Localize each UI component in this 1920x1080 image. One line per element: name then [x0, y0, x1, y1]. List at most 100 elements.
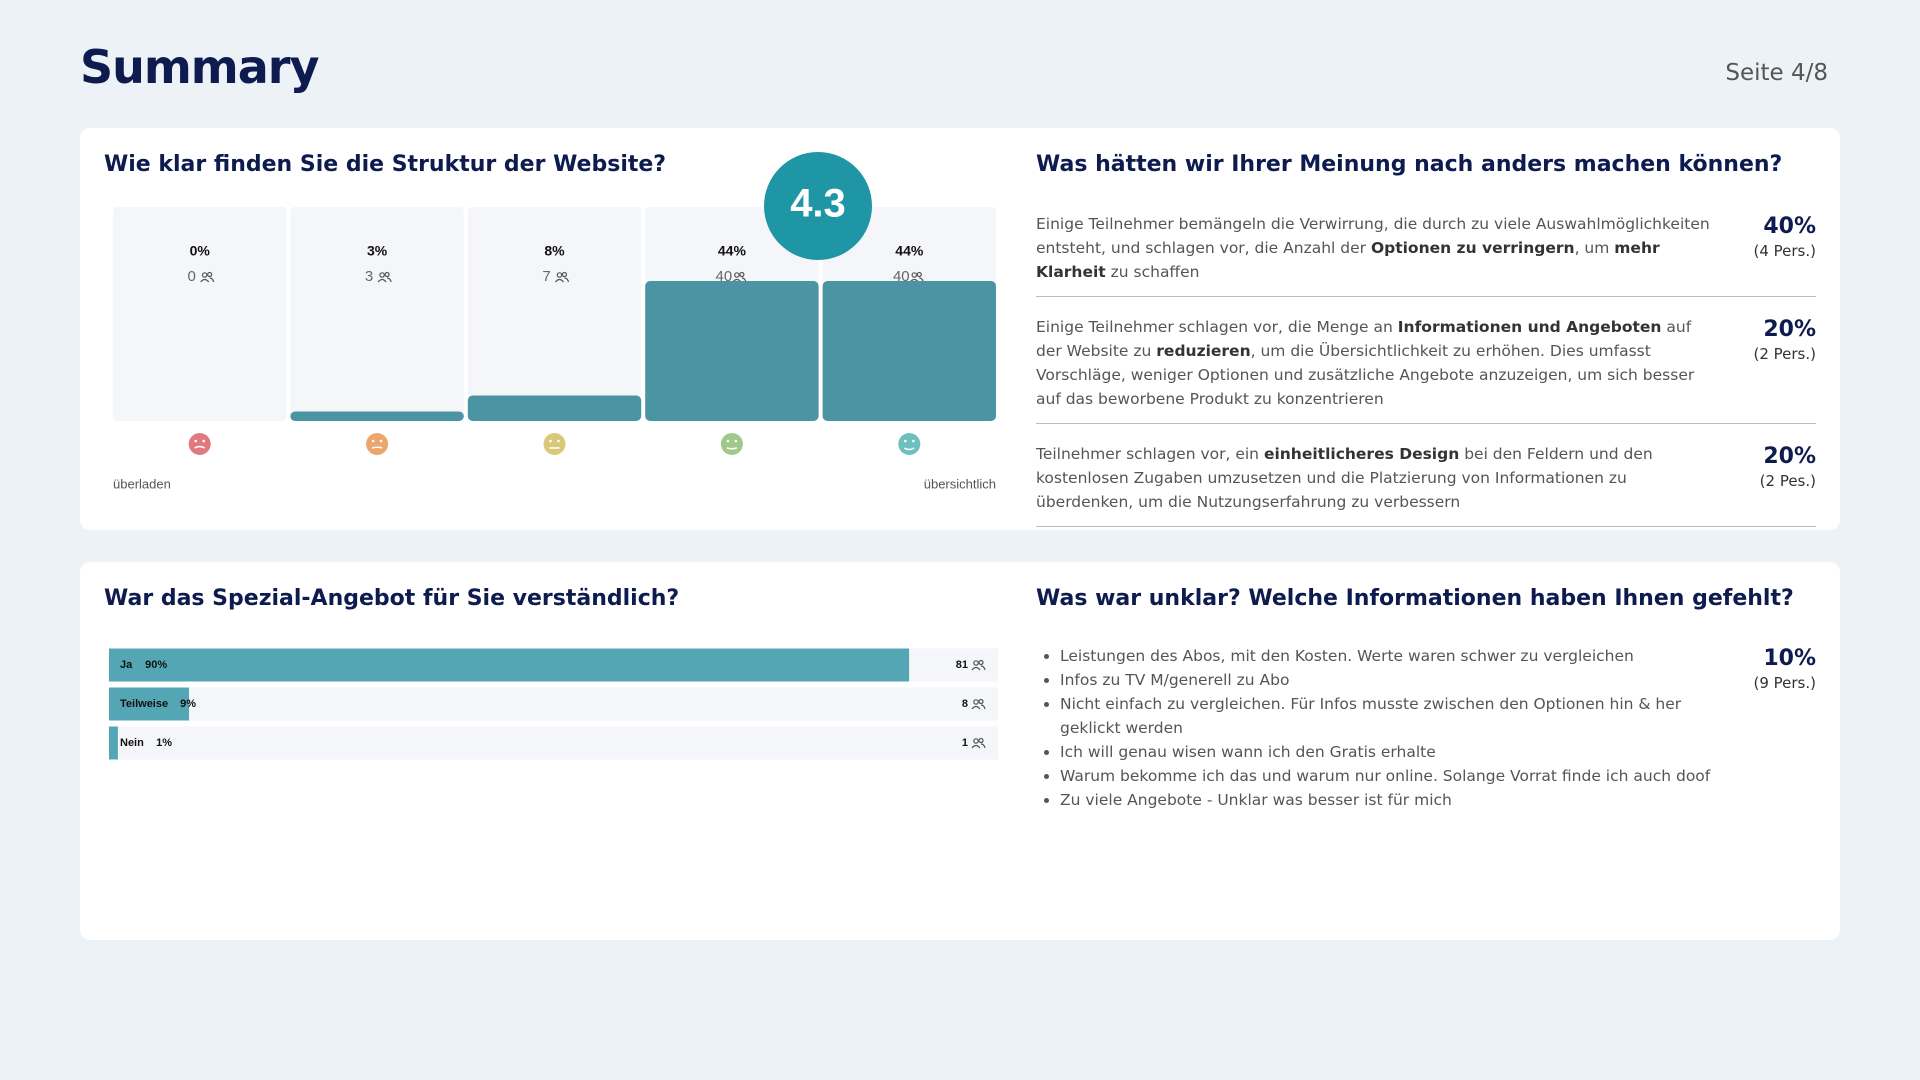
- section-title: Was war unklar? Welche Informationen hab…: [1036, 586, 1794, 611]
- emphasis: reduzieren: [1156, 342, 1251, 360]
- bar: [467, 395, 642, 421]
- emoji-eye: [726, 439, 730, 443]
- emoji-face: [720, 433, 743, 455]
- emphasis: einheitlicheres Design: [1263, 445, 1460, 463]
- share-box: 40% (4 Pers.): [1753, 212, 1816, 284]
- icon-part: [564, 277, 570, 283]
- bar: [109, 726, 118, 760]
- bullet: Infos zu TV M/generell zu Abo: [1060, 668, 1720, 692]
- bullet-list: Leistungen des Abos, mit den Kosten. Wer…: [1036, 644, 1720, 812]
- icon-part: [384, 271, 390, 278]
- emoji-eye: [557, 439, 560, 443]
- emoji-eye: [202, 439, 205, 443]
- icon-part: [377, 278, 387, 283]
- track: [109, 726, 998, 760]
- text: Einige Teilnehmer schlagen vor, die Meng…: [1036, 318, 1398, 336]
- text: Einige Teilnehmer bemängeln die Verwirru…: [1036, 215, 1710, 257]
- bar: [109, 648, 910, 682]
- emphasis: Informationen und Angeboten: [1397, 318, 1662, 336]
- value-label: 9%: [180, 698, 196, 710]
- person-icon: [377, 271, 392, 283]
- icon-part: [971, 705, 981, 710]
- icon-part: [971, 666, 981, 671]
- feedback-text: Einige Teilnehmer schlagen vor, die Meng…: [1036, 315, 1716, 411]
- person-icon: [971, 737, 986, 749]
- count-label: 81: [956, 659, 968, 671]
- missing-info: Leistungen des Abos, mit den Kosten. Wer…: [1036, 644, 1816, 812]
- bullet: Nicht einfach zu vergleichen. Für Infos …: [1060, 692, 1720, 740]
- share: 40%: [1763, 214, 1816, 239]
- emoji-mouth: [726, 447, 738, 450]
- share-box: 10% (9 Pers.): [1753, 644, 1816, 812]
- axis-end-label: übersichtlich: [924, 476, 996, 491]
- emoji-face: [543, 433, 566, 455]
- icon-part: [555, 278, 564, 283]
- value-label: 3%: [367, 243, 388, 259]
- icon-part: [973, 699, 979, 705]
- value-label: 44%: [895, 243, 924, 259]
- count-label: 40: [716, 268, 733, 285]
- person-icon: [200, 271, 215, 283]
- text: , um: [1574, 239, 1615, 257]
- emoji-eye: [371, 439, 375, 443]
- icon-part: [916, 271, 922, 278]
- icon-part: [200, 278, 210, 283]
- person-icon: [971, 659, 986, 671]
- person-icon: [555, 271, 570, 283]
- icon-part: [556, 272, 563, 278]
- column-bg: [113, 207, 287, 421]
- column-bg: [467, 207, 642, 421]
- feedback-text: Einige Teilnehmer bemängeln die Verwirru…: [1036, 212, 1716, 284]
- value-label: 8%: [544, 243, 565, 259]
- share-box: 20% (2 Pers.): [1753, 315, 1816, 411]
- persons: (2 Pes.): [1759, 472, 1816, 490]
- text: bei den Feldern und den kostenlosen Zuga…: [1036, 445, 1653, 511]
- score-badge: [764, 152, 872, 260]
- icon-part: [379, 272, 385, 278]
- bullet: Ich will genau wisen wann ich den Gratis…: [1060, 740, 1720, 764]
- emoji-eye: [734, 439, 738, 443]
- emoji-mouth: [194, 445, 206, 449]
- emoji: [543, 433, 566, 455]
- emoji-face: [898, 433, 921, 455]
- emoji-eye: [379, 439, 383, 443]
- emoji-eye: [194, 439, 197, 443]
- text: Teilnehmer schlagen vor, ein: [1036, 445, 1264, 463]
- persons: (4 Pers.): [1753, 242, 1816, 260]
- count-label: 7: [542, 268, 550, 285]
- icon-part: [201, 272, 208, 278]
- category-label: Teilweise: [120, 698, 168, 710]
- axis-start-label: überladen: [113, 476, 171, 491]
- emphasis: Optionen zu verringern: [1370, 239, 1575, 257]
- category-label: Ja: [120, 659, 133, 671]
- emoji: [898, 433, 921, 455]
- share: 20%: [1763, 317, 1816, 342]
- icon-part: [978, 698, 984, 705]
- share-box: 20% (2 Pes.): [1760, 442, 1816, 514]
- bullet: Zu viele Angebote - Unklar was besser is…: [1060, 788, 1720, 812]
- icon-part: [209, 277, 215, 283]
- icon-part: [980, 665, 986, 671]
- icon-part: [207, 271, 213, 278]
- count-label: 3: [365, 268, 373, 285]
- track: [109, 687, 998, 721]
- icon-part: [911, 272, 918, 278]
- emoji: [366, 433, 389, 455]
- icon-part: [561, 271, 568, 278]
- feedback-list: Einige Teilnehmer bemängeln die Verwirru…: [1036, 208, 1816, 541]
- icon-part: [739, 271, 745, 278]
- feedback-item: Einige Teilnehmer bemängeln die Verwirru…: [1036, 208, 1816, 297]
- bar: [109, 687, 190, 721]
- emoji-eye: [904, 439, 907, 443]
- icon-part: [387, 277, 392, 283]
- feedback-item: Teilnehmer schlagen vor, ein einheitlich…: [1036, 438, 1816, 527]
- share: 20%: [1763, 444, 1816, 469]
- emphasis: mehr Klarheit: [1036, 239, 1660, 281]
- count-label: 8: [962, 698, 968, 710]
- chart-title: Wie klar finden Sie die Struktur der Web…: [104, 152, 667, 177]
- value-label: 1%: [156, 737, 172, 749]
- section-title: Was hätten wir Ihrer Meinung nach anders…: [1036, 152, 1783, 177]
- icon-part: [978, 737, 984, 744]
